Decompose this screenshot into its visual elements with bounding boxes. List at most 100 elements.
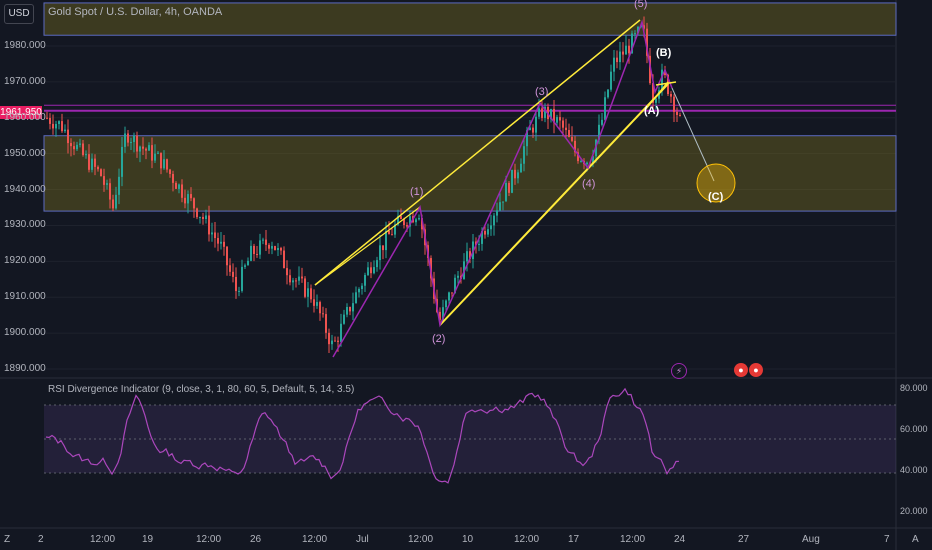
candle-body [442,307,444,320]
candle-body [73,146,75,150]
candle-body [361,285,363,289]
candle-body [115,194,117,209]
candle-body [109,183,111,200]
candle-body [103,176,105,185]
rsi-level-80: 80.000 [900,383,928,393]
lightning-icon[interactable]: ⚡ [671,363,687,379]
candle-body [82,143,84,155]
time-axis-label: 12:00 [90,534,116,545]
candle-body [253,245,255,254]
candle-body [526,130,528,147]
candle-body [541,108,543,118]
candle-body [562,120,564,128]
rsi-line [45,387,680,484]
candle-body [646,28,648,56]
rsi-indicator-title: RSI Divergence Indicator (9, close, 3, 1… [48,384,355,395]
us-flag-event-icon[interactable]: ● [734,363,748,377]
candle-body [364,275,366,286]
time-axis-label: 17 [568,534,580,545]
candle-body [46,117,48,119]
candle-body [139,146,141,152]
candle-body [475,241,477,245]
candle-body [247,260,249,266]
candle-body [205,215,207,219]
candle-body [418,218,420,220]
candle-body [217,238,219,244]
candle-body [502,201,504,203]
candle-body [238,290,240,292]
candle-body [220,241,222,244]
candle-body [439,311,441,320]
candle-body [199,216,201,218]
candle-body [202,216,204,219]
us-flag-event-icon-2[interactable]: ● [749,363,763,377]
candle-body [373,267,375,274]
candle-body [328,332,330,345]
wave-label-5: (5) [634,0,648,10]
wave-b-marker-2 [655,81,677,86]
current-price-tag: 1961.950 [0,106,42,119]
candle-body [145,148,147,151]
candle-body [235,276,237,292]
channel-upper-segment [314,206,421,286]
candle-body [661,69,663,91]
candle-body [613,57,615,72]
candle-body [133,135,135,143]
candle-body [457,275,459,278]
candle-body [622,51,624,55]
time-axis-label: 7 [884,534,890,545]
candle-body [493,215,495,226]
time-axis-label: 2 [38,534,44,545]
time-axis-label: 12:00 [408,534,434,545]
candle-body [586,162,588,165]
candle-body [538,108,540,117]
candle-body [118,176,120,195]
candle-body [142,146,144,149]
candle-body [250,245,252,261]
candle-body [664,69,666,76]
time-axis-label: 12:00 [620,534,646,545]
candle-body [409,216,411,227]
candle-body [208,215,210,235]
candle-body [226,246,228,266]
candle-body [85,154,87,156]
wave-label-1: (1) [410,186,424,198]
time-axis-label: 12:00 [514,534,540,545]
price-axis-label: 1920.000 [4,255,46,267]
candle-body [61,121,63,132]
candle-body [268,244,270,249]
corner-a-button[interactable]: A [912,534,919,545]
candle-body [496,210,498,216]
candle-body [316,302,318,306]
candle-body [370,267,372,274]
zone-0 [43,2,897,36]
candle-body [79,143,81,145]
candle-body [520,163,522,173]
candle-body [553,108,555,123]
currency-button[interactable]: USD [4,4,34,24]
candle-body [574,140,576,153]
corner-z-button[interactable]: Z [4,534,11,545]
wave-label-a: (A) [644,105,660,117]
candle-body [535,116,537,133]
candle-body [421,218,423,230]
candle-body [340,323,342,342]
candle-body [355,292,357,304]
candle-body [379,245,381,261]
candle-body [625,45,627,55]
candle-body [532,127,534,133]
candle-body [607,89,609,98]
time-axis-label: 12:00 [302,534,328,545]
candle-body [445,300,447,308]
candle-body [298,276,300,281]
candle-body [256,253,258,255]
candle-body [454,277,456,294]
time-axis-label: 10 [462,534,474,545]
candle-body [97,166,99,170]
candle-body [169,169,171,174]
zone-1 [43,135,897,212]
candle-body [127,133,129,143]
candle-body [466,251,468,262]
candle-body [676,111,678,115]
